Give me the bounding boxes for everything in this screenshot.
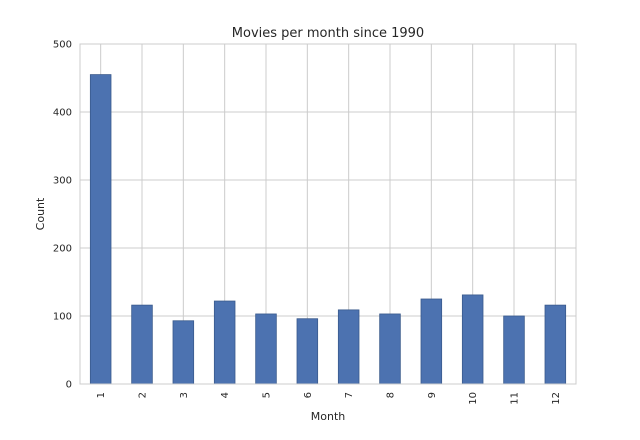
y-tick-label: 200	[53, 244, 72, 255]
x-tick-label: 4	[220, 392, 231, 398]
bar-month-12	[544, 304, 567, 385]
x-tick-label: 7	[344, 392, 355, 398]
bar-month-7	[337, 309, 360, 385]
bar-month-1	[89, 74, 112, 385]
x-tick-label: 2	[138, 392, 149, 398]
chart-title: Movies per month since 1990	[232, 26, 424, 41]
bar-month-8	[379, 313, 401, 385]
x-tick-label: 3	[179, 392, 190, 398]
bar-month-6	[296, 318, 319, 385]
x-tick-labels: 1 2 3 4 5 6 7 8 9 10 11 12	[96, 392, 562, 405]
x-tick-label: 8	[386, 392, 397, 398]
bar-month-5	[255, 313, 277, 385]
x-tick-label: 11	[510, 392, 521, 405]
bar-month-11	[503, 315, 525, 385]
bar-month-9	[420, 298, 443, 385]
x-tick-label: 6	[303, 392, 314, 398]
grid-lines	[80, 43, 576, 385]
y-tick-label: 500	[53, 40, 72, 51]
y-tick-label: 300	[53, 176, 72, 187]
plot-frame	[79, 43, 577, 385]
bar-month-3	[172, 320, 195, 385]
y-axis-label: Count	[34, 197, 47, 230]
x-tick-label: 9	[427, 392, 438, 398]
x-tick-label: 12	[551, 392, 562, 405]
x-tick-label: 5	[262, 392, 273, 398]
y-tick-labels: 0 100 200 300 400 500	[53, 40, 72, 391]
x-tick-label: 1	[96, 392, 107, 398]
x-axis-label: Month	[311, 410, 346, 423]
y-tick-label: 0	[66, 380, 72, 391]
bar-month-10	[461, 294, 484, 385]
x-tick-label: 10	[468, 392, 479, 405]
bar-month-4	[213, 300, 236, 385]
y-tick-label: 100	[53, 312, 72, 323]
bar-month-2	[131, 304, 153, 385]
y-tick-label: 400	[53, 108, 72, 119]
bars	[89, 74, 567, 385]
